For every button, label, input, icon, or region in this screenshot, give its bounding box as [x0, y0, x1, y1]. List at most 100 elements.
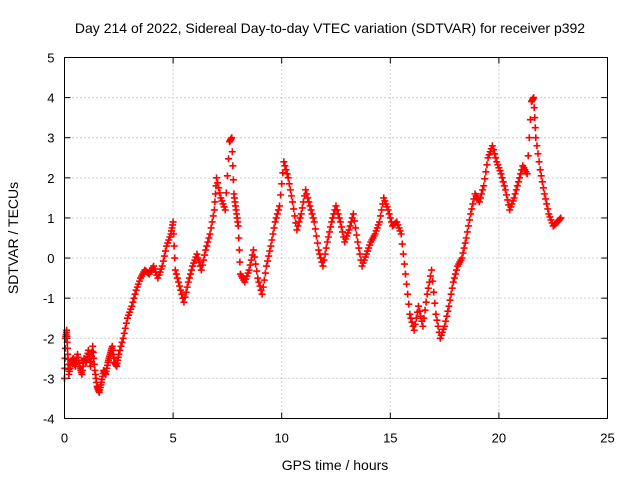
data-point	[405, 300, 413, 308]
data-point	[445, 302, 453, 310]
data-point	[524, 152, 532, 160]
data-point	[410, 326, 418, 334]
data-point	[322, 244, 330, 252]
data-point	[176, 282, 184, 290]
data-point	[270, 224, 278, 232]
data-point	[325, 228, 333, 236]
data-point	[516, 174, 524, 182]
plot-frame	[64, 57, 608, 419]
data-point	[200, 256, 208, 264]
data-point	[429, 277, 437, 285]
data-point	[229, 162, 237, 170]
data-point	[512, 186, 520, 194]
data-point	[254, 274, 262, 282]
data-series	[61, 94, 565, 396]
data-point	[434, 322, 442, 330]
data-point	[117, 342, 125, 350]
data-point	[63, 344, 71, 352]
data-point	[323, 238, 331, 246]
data-point	[309, 214, 317, 222]
data-point	[539, 184, 547, 192]
data-point	[448, 284, 456, 292]
data-point	[345, 226, 353, 234]
data-point	[297, 210, 305, 218]
data-point	[206, 230, 214, 238]
data-point	[259, 283, 267, 291]
data-point	[89, 342, 97, 350]
data-point	[532, 134, 540, 142]
data-point	[89, 348, 97, 356]
data-point	[314, 239, 322, 247]
data-point	[491, 150, 499, 158]
data-point	[469, 200, 477, 208]
data-point	[172, 270, 180, 278]
data-point	[329, 214, 337, 222]
data-point	[182, 288, 190, 296]
data-point	[215, 184, 223, 192]
data-point	[170, 230, 178, 238]
data-point	[450, 274, 458, 282]
data-point	[286, 186, 294, 194]
data-point	[423, 290, 431, 298]
data-point	[464, 222, 472, 230]
data-point	[177, 286, 185, 294]
data-point	[537, 172, 545, 180]
data-point	[302, 186, 310, 194]
grid-lines	[64, 57, 608, 419]
x-tick-label: 25	[600, 431, 614, 446]
data-point	[446, 296, 454, 304]
data-point	[121, 324, 129, 332]
data-point	[542, 195, 550, 203]
x-tick-label: 5	[169, 431, 176, 446]
data-point	[402, 270, 410, 278]
data-point	[415, 302, 423, 310]
data-point	[377, 212, 385, 220]
data-point	[194, 254, 202, 262]
data-point	[431, 299, 439, 307]
data-point	[475, 198, 483, 206]
data-point	[115, 350, 123, 358]
data-point	[193, 250, 201, 258]
data-point	[428, 266, 436, 274]
data-point	[184, 278, 192, 286]
data-point	[356, 250, 364, 258]
data-point	[208, 218, 216, 226]
data-point	[419, 322, 427, 330]
data-point	[466, 216, 474, 224]
data-point	[305, 198, 313, 206]
data-point	[186, 270, 194, 278]
data-point	[384, 206, 392, 214]
data-point	[307, 206, 315, 214]
data-point	[185, 274, 193, 282]
data-point	[235, 246, 243, 254]
data-point	[482, 168, 490, 176]
data-point	[265, 252, 273, 260]
data-point	[116, 346, 124, 354]
data-point	[203, 242, 211, 250]
data-point	[327, 223, 335, 231]
data-point	[130, 294, 138, 302]
data-point	[399, 250, 407, 258]
data-point	[198, 261, 206, 269]
data-point	[378, 206, 386, 214]
data-point	[498, 174, 506, 182]
data-point	[443, 312, 451, 320]
data-point	[352, 224, 360, 232]
data-point	[202, 246, 210, 254]
y-tick-label: 0	[47, 251, 54, 266]
data-point	[534, 150, 542, 158]
data-point	[332, 202, 340, 210]
data-point	[119, 334, 127, 342]
data-point	[213, 174, 221, 182]
data-point	[535, 158, 543, 166]
data-point	[205, 234, 213, 242]
data-point	[234, 222, 242, 230]
data-point	[296, 214, 304, 222]
data-point	[246, 261, 254, 269]
data-point	[170, 242, 178, 250]
y-tick-label: -1	[43, 291, 55, 306]
data-point	[289, 198, 297, 206]
data-point	[287, 192, 295, 200]
data-point	[459, 249, 467, 257]
data-point	[350, 217, 358, 225]
